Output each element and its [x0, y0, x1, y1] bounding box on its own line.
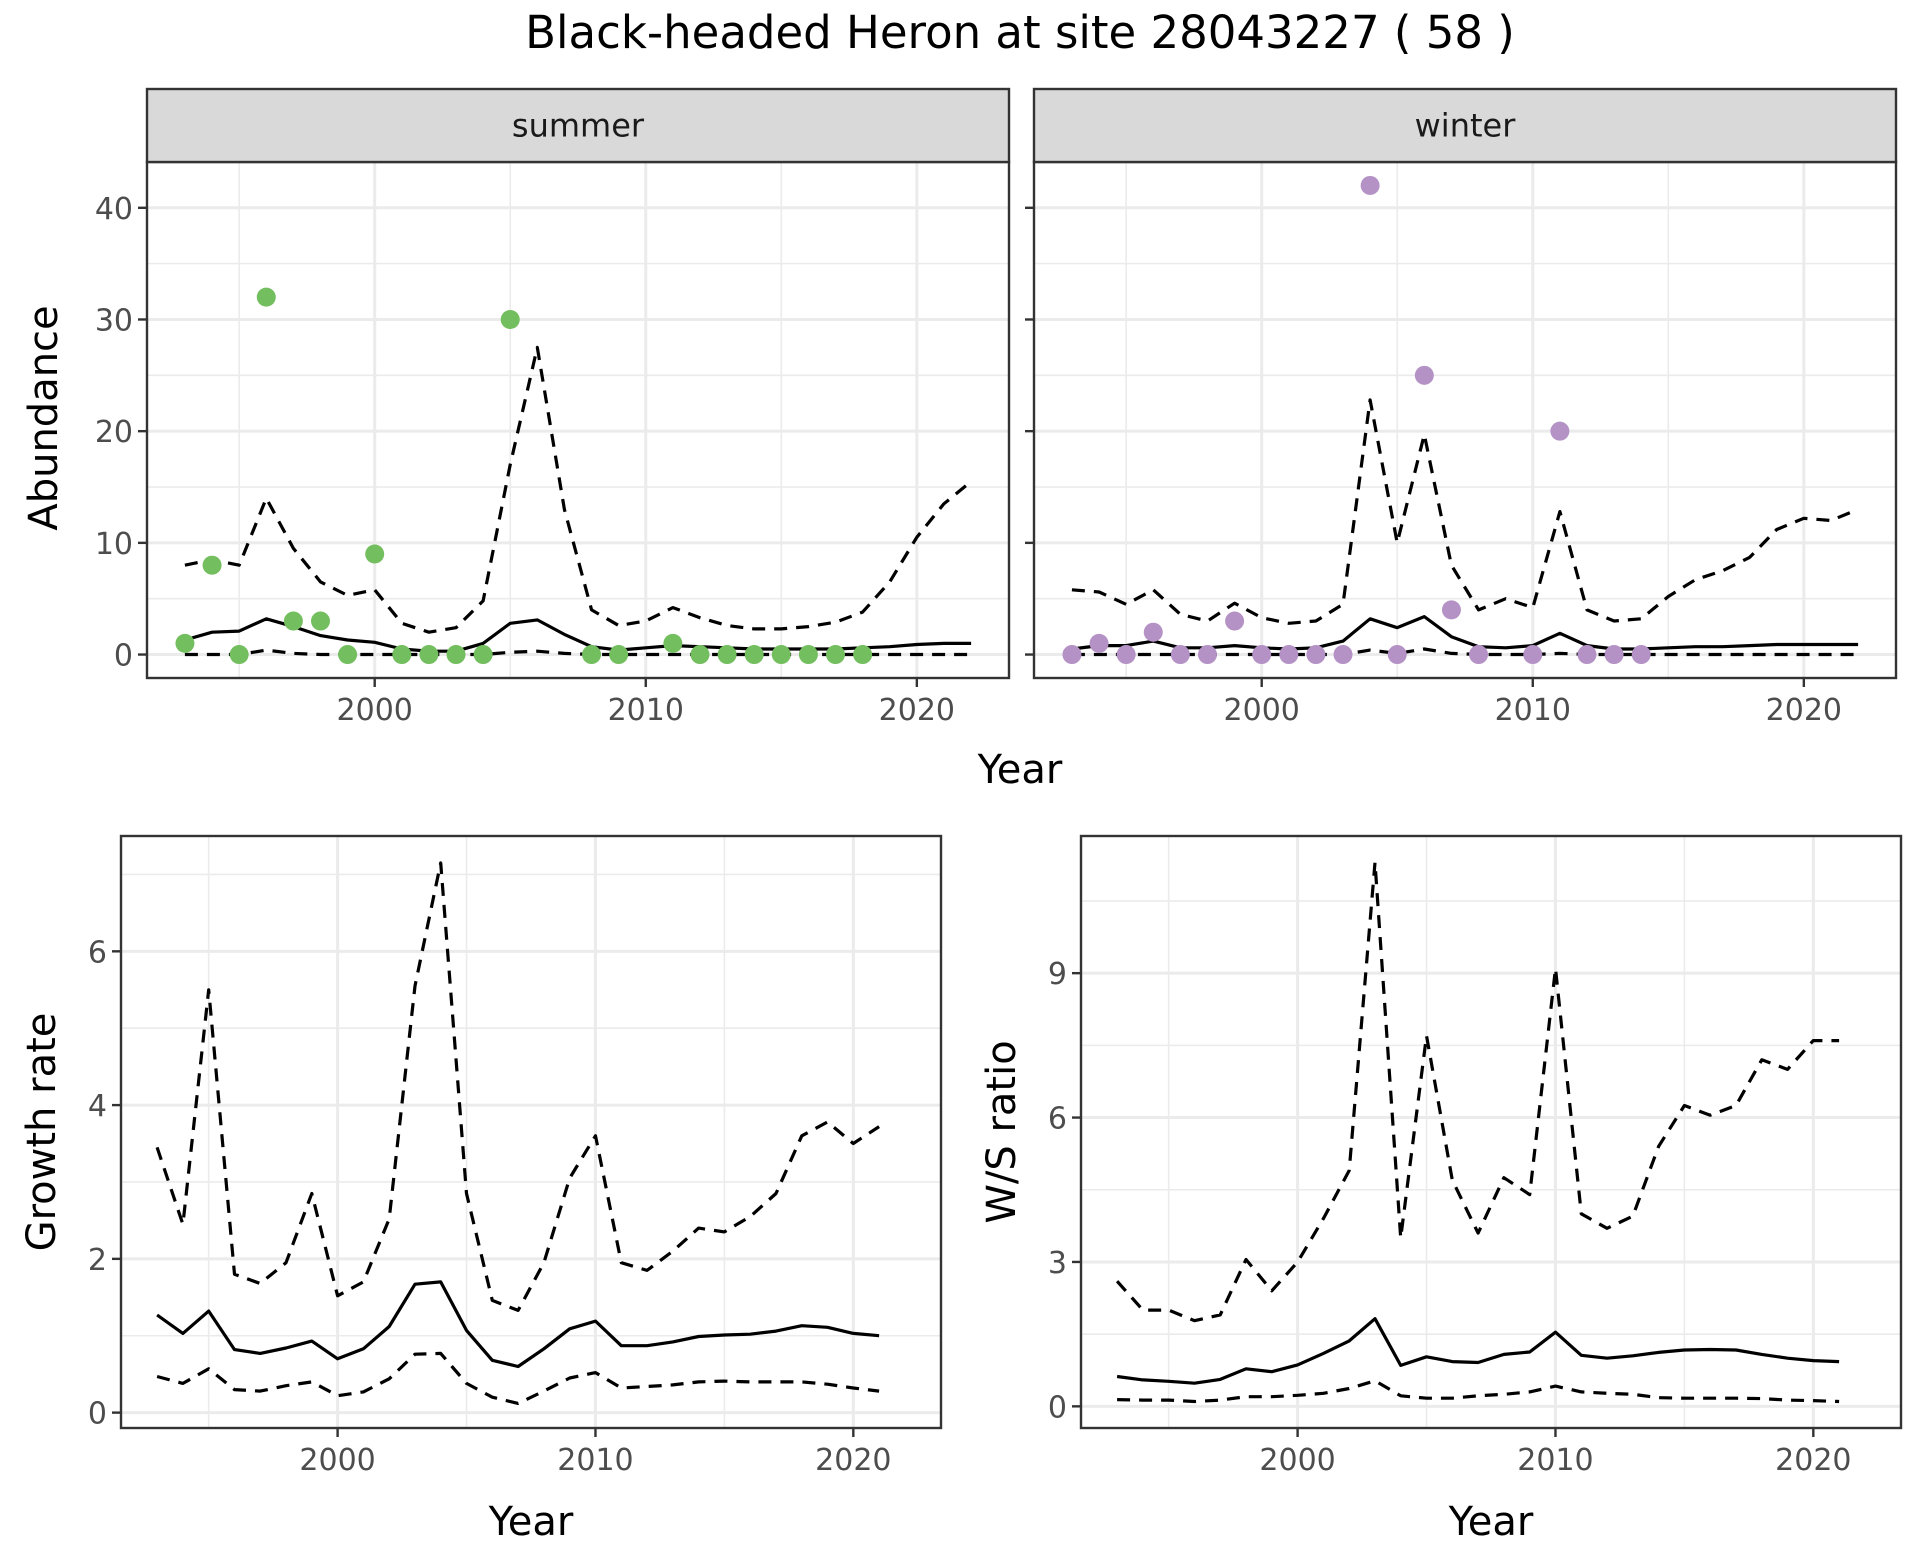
x-tick-label: 2010 [1517, 1443, 1593, 1478]
data-point [1197, 645, 1217, 665]
data-point [229, 645, 249, 665]
y-tick-label: 3 [1048, 1246, 1067, 1281]
data-point [283, 611, 303, 631]
growth-x-axis-title: Year [488, 1499, 574, 1545]
panel-winter: winter 2000 2010 2020 [1025, 87, 1898, 728]
data-point [1225, 611, 1245, 631]
data-point [826, 645, 846, 665]
plot-background [1034, 162, 1896, 678]
series-line-lower [1117, 1379, 1840, 1404]
plot-background [1081, 836, 1901, 1428]
data-point [1469, 645, 1489, 665]
y-tick-label: 0 [114, 639, 133, 674]
data-point [1550, 421, 1570, 441]
plot-background [147, 162, 1009, 678]
data-point [853, 645, 873, 665]
data-point [1631, 645, 1651, 665]
data-point [582, 645, 602, 665]
data-point [392, 645, 412, 665]
data-point [256, 287, 276, 307]
data-point [1523, 645, 1543, 665]
panel-border [1079, 834, 1903, 1430]
data-point [365, 544, 385, 564]
facet-strip-label: winter [1415, 107, 1517, 145]
series-line-mean [1116, 1317, 1840, 1385]
data-point [1306, 645, 1326, 665]
data-point [717, 645, 737, 665]
figure-title: Black-headed Heron at site 28043227 ( 58… [525, 6, 1515, 59]
data-point [473, 645, 493, 665]
data-point [419, 645, 439, 665]
data-point [1089, 633, 1109, 653]
y-tick-label: 0 [1048, 1390, 1067, 1425]
panel-ws-ratio: 2000 2010 2020 0 3 6 9 [1048, 834, 1903, 1478]
series-line-upper [184, 345, 973, 634]
plot-background [121, 836, 941, 1428]
data-point [663, 633, 683, 653]
data-point [175, 633, 195, 653]
y-tick-label: 20 [95, 415, 133, 450]
data-point [1143, 622, 1163, 642]
x-tick-label: 2000 [337, 693, 413, 728]
y-tick-label: 10 [95, 527, 133, 562]
series-line-upper [155, 861, 880, 1313]
data-point [1414, 365, 1434, 385]
y-tick-label: 6 [1048, 1102, 1067, 1137]
data-point [1279, 645, 1299, 665]
y-tick-label: 6 [88, 935, 107, 970]
data-point [1170, 645, 1190, 665]
data-point [1333, 645, 1353, 665]
x-tick-label: 2010 [1495, 693, 1571, 728]
data-point [338, 645, 358, 665]
series-line-lower [156, 1351, 880, 1406]
x-tick-label: 2000 [1224, 693, 1300, 728]
x-tick-label: 2010 [608, 693, 684, 728]
x-tick-label: 2020 [1766, 693, 1842, 728]
x-tick-label: 2020 [879, 693, 955, 728]
series-line-upper [1071, 398, 1859, 625]
y-tick-label: 40 [95, 192, 133, 227]
ws-y-axis-title: W/S ratio [979, 1040, 1025, 1223]
facet-strip [145, 87, 1011, 164]
y-tick-label: 2 [88, 1243, 107, 1278]
data-point [744, 645, 764, 665]
data-point [202, 555, 222, 575]
data-point [500, 309, 520, 329]
data-point [1441, 600, 1461, 620]
data-point [609, 645, 629, 665]
data-point [798, 645, 818, 665]
data-point [310, 611, 330, 631]
x-tick-label: 2000 [299, 1443, 375, 1478]
data-point [1604, 645, 1624, 665]
y-tick-label: 4 [88, 1089, 107, 1124]
x-tick-label: 2020 [815, 1443, 891, 1478]
data-point [690, 645, 710, 665]
series-line-mean [156, 1280, 880, 1369]
data-point [1062, 645, 1082, 665]
x-tick-label: 2010 [557, 1443, 633, 1478]
y-tick-label: 9 [1048, 957, 1067, 992]
top-x-axis-title: Year [977, 747, 1063, 793]
x-tick-label: 2000 [1259, 1443, 1335, 1478]
series-line-upper [1115, 860, 1840, 1323]
facet-strip-label: summer [512, 107, 645, 145]
abundance-y-axis-title: Abundance [21, 305, 67, 530]
growth-y-axis-title: Growth rate [19, 1013, 65, 1252]
x-tick-label: 2020 [1775, 1443, 1851, 1478]
panel-summer: summer 2000 2010 2020 0 10 20 30 40 [95, 87, 1011, 728]
facet-strip [1032, 87, 1898, 164]
data-point [771, 645, 791, 665]
ws-x-axis-title: Year [1448, 1499, 1534, 1545]
data-point [1387, 645, 1407, 665]
y-tick-label: 0 [88, 1397, 107, 1432]
data-point [1252, 645, 1272, 665]
data-point [1116, 645, 1136, 665]
data-point [1360, 175, 1380, 195]
y-tick-label: 30 [95, 303, 133, 338]
data-point [1577, 645, 1597, 665]
panel-growth-rate: 2000 2010 2020 0 2 4 6 [88, 834, 943, 1478]
data-point [446, 645, 466, 665]
panel-border [119, 834, 943, 1430]
